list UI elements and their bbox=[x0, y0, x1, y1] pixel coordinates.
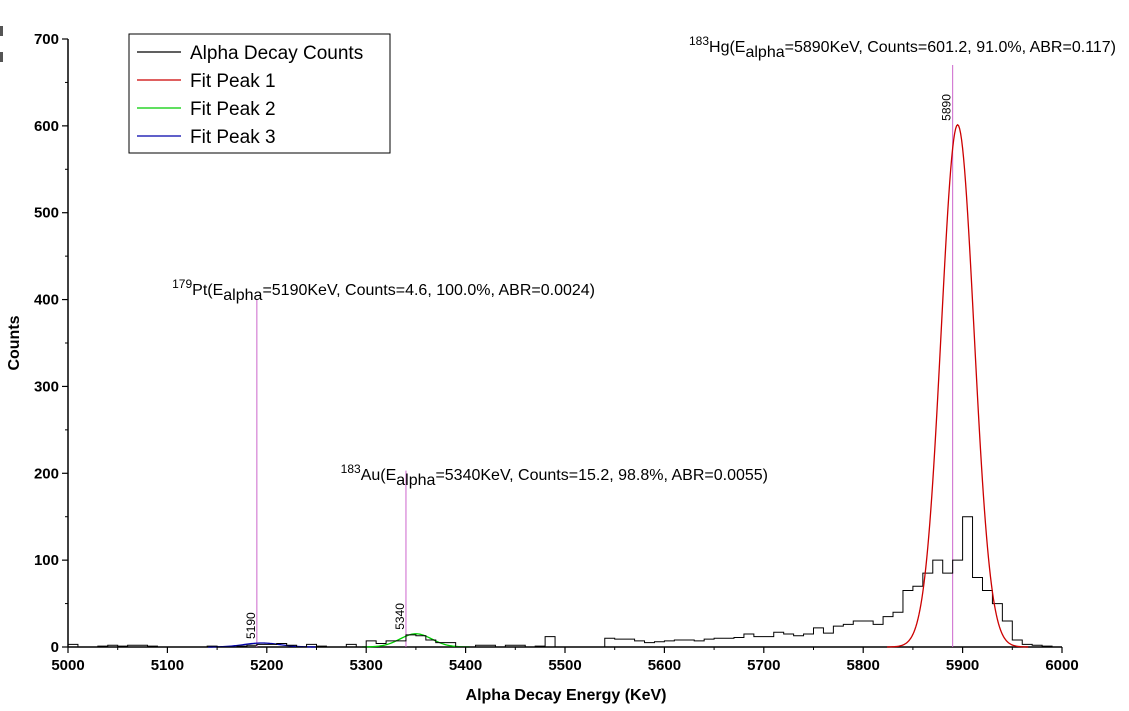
x-tick-label: 5200 bbox=[250, 657, 283, 674]
y-tick-label: 700 bbox=[34, 31, 59, 48]
legend-entry: Fit Peak 2 bbox=[190, 99, 276, 120]
annotation-details: =5190KeV, Counts=4.6, 100.0%, ABR=0.0024… bbox=[262, 282, 595, 299]
x-tick-label: 5500 bbox=[548, 657, 581, 674]
peak-annotation: 183Au(Ealpha=5340KeV, Counts=15.2, 98.8%… bbox=[341, 462, 768, 489]
annotation-mass-number: 183 bbox=[341, 462, 361, 476]
x-tick-label: 5800 bbox=[847, 657, 880, 674]
y-tick-label: 400 bbox=[34, 292, 59, 309]
y-tick-label: 100 bbox=[34, 552, 59, 569]
x-tick-label: 5000 bbox=[51, 657, 84, 674]
legend-entry: Fit Peak 3 bbox=[190, 127, 276, 148]
y-axis-title: Counts bbox=[6, 315, 23, 370]
x-axis-title: Alpha Decay Energy (KeV) bbox=[466, 687, 667, 704]
y-axis: 0 100 200 300 400 500 600 700 bbox=[34, 31, 68, 656]
fit-peak-1-curve bbox=[887, 123, 1029, 648]
annotation-element: Hg(E bbox=[709, 39, 745, 56]
peak-energy-label: 5340 bbox=[393, 603, 407, 630]
x-tick-label: 5600 bbox=[648, 657, 681, 674]
y-tick-label: 200 bbox=[34, 465, 59, 482]
annotation-details: =5340KeV, Counts=15.2, 98.8%, ABR=0.0055… bbox=[435, 467, 768, 484]
x-tick-label: 5700 bbox=[747, 657, 780, 674]
x-tick-label: 6000 bbox=[1045, 657, 1078, 674]
annotation-element: Pt(E bbox=[192, 282, 223, 299]
fit-peak-2-curve bbox=[362, 633, 470, 648]
edge-mark-bottom bbox=[0, 52, 3, 62]
peak-labels: 5890 5340 5190 bbox=[244, 94, 954, 639]
peak-energy-label: 5890 bbox=[940, 94, 954, 121]
y-tick-label: 0 bbox=[51, 639, 59, 656]
x-tick-label: 5400 bbox=[449, 657, 482, 674]
annotation-subscript: alpha bbox=[223, 287, 262, 304]
annotation-mass-number: 183 bbox=[689, 34, 709, 48]
annotation-details: =5890KeV, Counts=601.2, 91.0%, ABR=0.117… bbox=[785, 39, 1116, 56]
y-tick-label: 500 bbox=[34, 205, 59, 222]
legend: Alpha Decay Counts Fit Peak 1 Fit Peak 2 Fi… bbox=[128, 33, 391, 154]
peak-annotations: 183Hg(Ealpha=5890KeV, Counts=601.2, 91.0… bbox=[172, 34, 1116, 489]
peak-annotation: 179Pt(Ealpha=5190KeV, Counts=4.6, 100.0%… bbox=[172, 277, 595, 304]
x-tick-label: 5900 bbox=[946, 657, 979, 674]
x-axis: 5000 5100 5200 5300 5400 5500 5600 5700 5800 5900… bbox=[51, 647, 1079, 674]
edge-mark-top bbox=[0, 26, 3, 36]
series-layer bbox=[68, 123, 1062, 648]
annotation-element: Au(E bbox=[361, 467, 397, 484]
y-tick-label: 300 bbox=[34, 378, 59, 395]
x-tick-label: 5100 bbox=[151, 657, 184, 674]
fit-peak-3-curve bbox=[208, 642, 316, 648]
y-tick-label: 600 bbox=[34, 118, 59, 135]
legend-entry: Alpha Decay Counts bbox=[190, 43, 363, 64]
annotation-subscript: alpha bbox=[745, 44, 784, 61]
peak-marker-lines bbox=[256, 65, 954, 647]
legend-entry: Fit Peak 1 bbox=[190, 71, 276, 92]
x-tick-label: 5300 bbox=[350, 657, 383, 674]
peak-annotation: 183Hg(Ealpha=5890KeV, Counts=601.2, 91.0… bbox=[689, 34, 1116, 61]
annotation-subscript: alpha bbox=[396, 472, 435, 489]
annotation-mass-number: 179 bbox=[172, 277, 192, 291]
alpha-decay-counts-histogram bbox=[68, 516, 1062, 648]
peak-energy-label: 5190 bbox=[244, 612, 258, 639]
legend-box bbox=[128, 33, 391, 154]
